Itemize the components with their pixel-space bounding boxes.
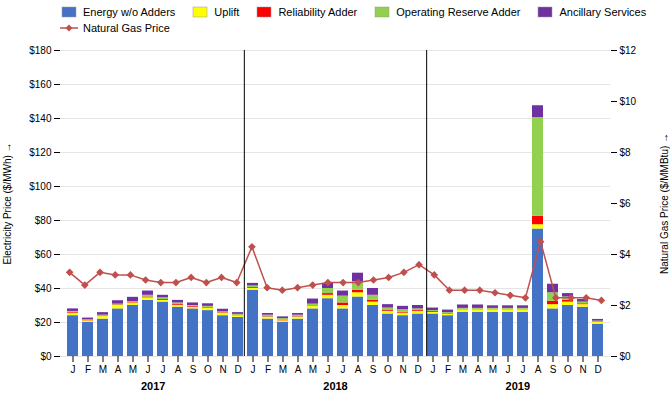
svg-text:$8: $8 <box>620 147 632 158</box>
svg-text:A: A <box>535 364 542 375</box>
svg-text:$6: $6 <box>620 198 632 209</box>
svg-text:A: A <box>115 364 122 375</box>
svg-text:J: J <box>341 364 346 375</box>
html-text:Uplift: Uplift <box>214 6 240 18</box>
svg-text:M: M <box>309 364 317 375</box>
svg-text:$4: $4 <box>620 249 632 260</box>
svg-text:$180: $180 <box>29 45 52 56</box>
svg-text:S: S <box>190 364 197 375</box>
svg-text:O: O <box>564 364 572 375</box>
svg-text:2017: 2017 <box>141 380 165 392</box>
html-text:Energy w/o Adders: Energy w/o Adders <box>83 6 176 18</box>
svg-text:N: N <box>399 364 406 375</box>
svg-text:J: J <box>326 364 331 375</box>
svg-text:$120: $120 <box>29 147 52 158</box>
svg-text:M: M <box>279 364 287 375</box>
svg-text:A: A <box>355 364 362 375</box>
svg-text:M: M <box>129 364 137 375</box>
svg-text:M: M <box>459 364 467 375</box>
svg-text:A: A <box>295 364 302 375</box>
svg-text:A: A <box>475 364 482 375</box>
svg-text:J: J <box>251 364 256 375</box>
svg-text:Electricity Price ($/MWh) →: Electricity Price ($/MWh) → <box>2 142 13 264</box>
svg-text:$140: $140 <box>29 113 52 124</box>
svg-text:O: O <box>204 364 212 375</box>
svg-text:S: S <box>370 364 377 375</box>
svg-text:D: D <box>234 364 241 375</box>
svg-text:J: J <box>71 364 76 375</box>
svg-text:N: N <box>219 364 226 375</box>
svg-text:F: F <box>265 364 271 375</box>
svg-text:F: F <box>85 364 91 375</box>
html-text:Reliability Adder: Reliability Adder <box>278 6 358 18</box>
svg-text:$60: $60 <box>35 249 52 260</box>
html-text:Ancillary Services: Ancillary Services <box>559 6 647 18</box>
svg-text:M: M <box>489 364 497 375</box>
svg-text:J: J <box>146 364 151 375</box>
svg-text:$0: $0 <box>40 351 52 362</box>
svg-text:$160: $160 <box>29 79 52 90</box>
svg-text:$10: $10 <box>620 96 637 107</box>
html-text:Natural Gas Price: Natural Gas Price <box>83 22 170 34</box>
svg-text:$12: $12 <box>620 45 637 56</box>
svg-text:J: J <box>506 364 511 375</box>
svg-text:$80: $80 <box>35 215 52 226</box>
html-text:Operating Reserve Adder: Operating Reserve Adder <box>396 6 521 18</box>
svg-text:2018: 2018 <box>323 380 347 392</box>
svg-text:A: A <box>175 364 182 375</box>
svg-text:O: O <box>384 364 392 375</box>
svg-text:2019: 2019 <box>506 380 530 392</box>
svg-text:Natural Gas Price ($/MMBtu) →: Natural Gas Price ($/MMBtu) → <box>659 133 670 274</box>
svg-text:N: N <box>579 364 586 375</box>
svg-text:$40: $40 <box>35 283 52 294</box>
svg-text:$2: $2 <box>620 300 632 311</box>
svg-text:J: J <box>161 364 166 375</box>
svg-text:J: J <box>521 364 526 375</box>
svg-text:F: F <box>445 364 451 375</box>
svg-text:J: J <box>431 364 436 375</box>
svg-text:$0: $0 <box>620 351 632 362</box>
svg-text:D: D <box>414 364 421 375</box>
svg-text:S: S <box>550 364 557 375</box>
svg-text:M: M <box>99 364 107 375</box>
svg-text:D: D <box>594 364 601 375</box>
svg-text:$100: $100 <box>29 181 52 192</box>
svg-text:$20: $20 <box>35 317 52 328</box>
